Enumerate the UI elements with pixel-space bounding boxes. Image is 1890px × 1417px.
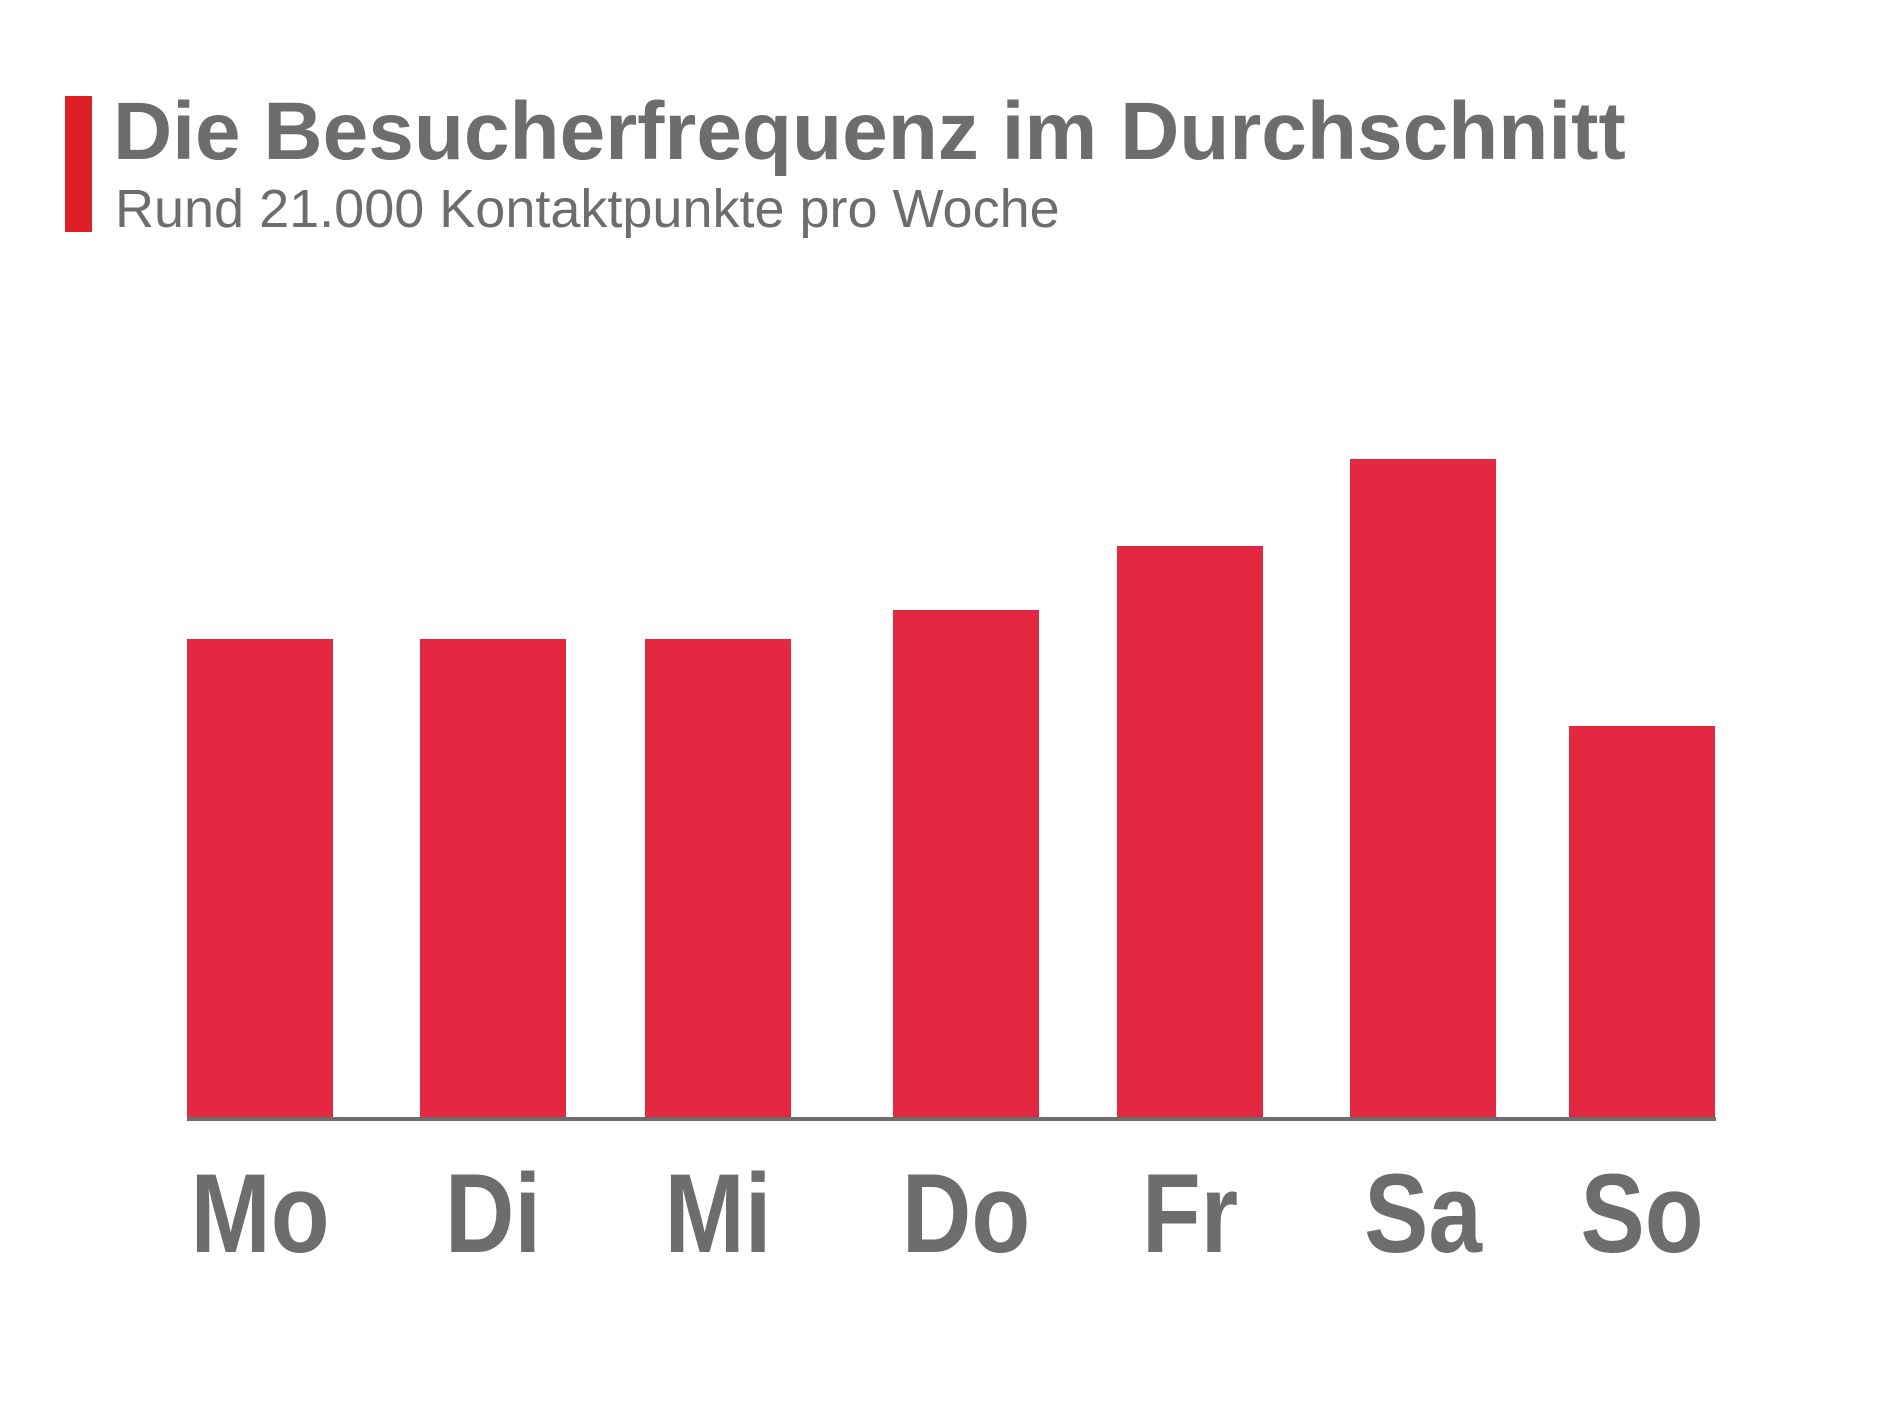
page-title: Die Besucherfrequenz im Durchschnitt [113, 86, 1626, 177]
page-subtitle: Rund 21.000 Kontaktpunkte pro Woche [115, 179, 1060, 239]
bar-so [1569, 726, 1715, 1117]
bar-mo [187, 639, 333, 1117]
title-accent-bar [65, 96, 92, 232]
bar-do [893, 610, 1039, 1117]
x-tick-label-di: Di [445, 1151, 541, 1276]
x-tick-label-fr: Fr [1142, 1151, 1238, 1276]
x-tick-label-mo: Mo [190, 1151, 329, 1276]
x-tick-label-mi: Mi [665, 1151, 772, 1276]
bar-fr [1117, 546, 1263, 1117]
bar-sa [1350, 459, 1496, 1117]
x-tick-label-so: So [1580, 1151, 1703, 1276]
x-tick-label-do: Do [902, 1151, 1030, 1276]
bar-di [420, 639, 566, 1117]
bar-mi [645, 639, 791, 1117]
x-tick-label-sa: Sa [1364, 1151, 1483, 1276]
